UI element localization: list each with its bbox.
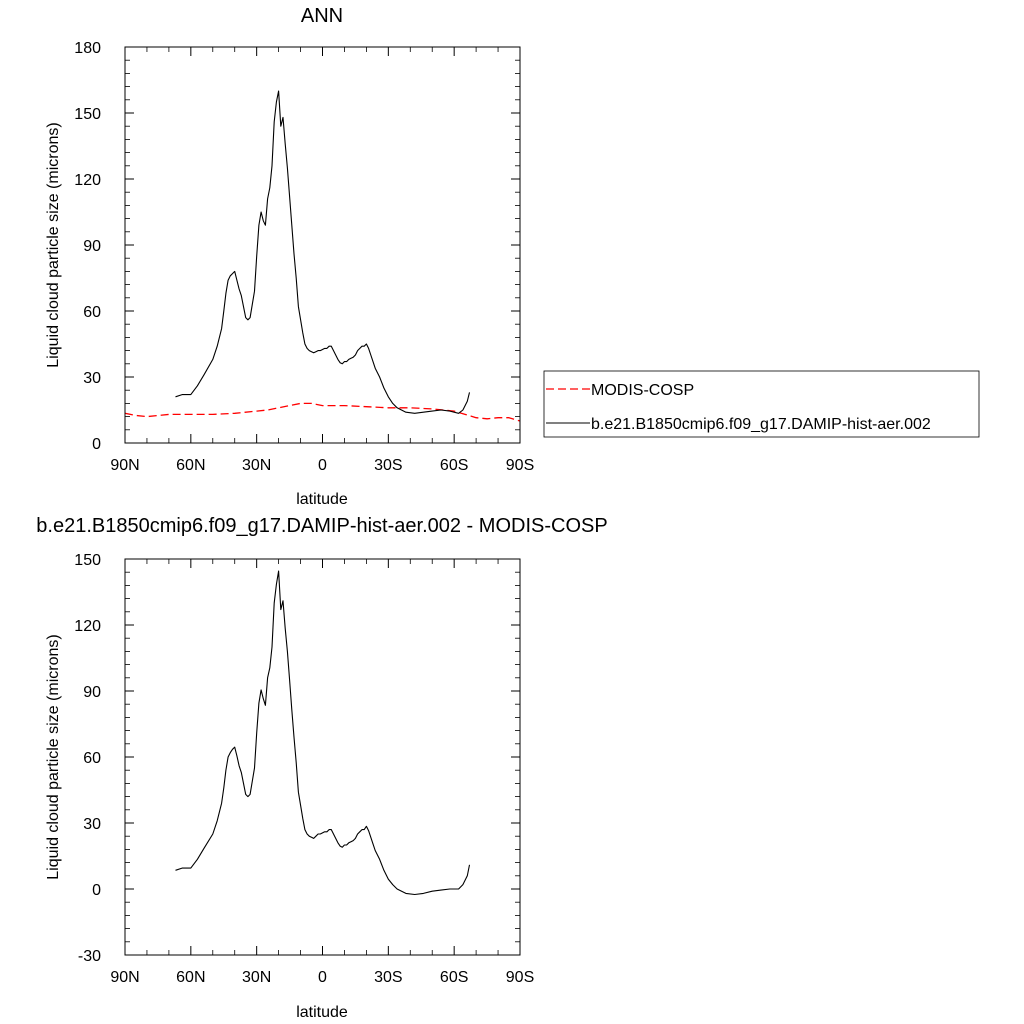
y-tick-label: 0 bbox=[92, 882, 101, 899]
y-tick-label: 60 bbox=[83, 750, 101, 767]
x-tick-label: 60N bbox=[176, 457, 205, 474]
plot-frame bbox=[124, 558, 521, 956]
x-tick-label: 30N bbox=[242, 969, 271, 986]
chart-difference: b.e21.B1850cmip6.f09_g17.DAMIP-hist-aer.… bbox=[36, 515, 607, 1021]
series-group bbox=[175, 570, 471, 896]
chart-title: ANN bbox=[301, 5, 343, 27]
x-tick-label: 0 bbox=[318, 457, 327, 474]
y-axis-label: Liquid cloud particle size (microns) bbox=[45, 122, 62, 367]
legend-label-model: b.e21.B1850cmip6.f09_g17.DAMIP-hist-aer.… bbox=[591, 416, 931, 433]
x-axis-label: latitude bbox=[296, 491, 348, 508]
x-tick-label: 60S bbox=[440, 969, 468, 986]
chart-ann: ANN 90N 60N 30N 0 30S 60S 90S0306090120150180 … bbox=[45, 5, 534, 508]
x-tick-label: 90N bbox=[110, 969, 139, 986]
y-tick-label: 90 bbox=[83, 684, 101, 701]
chart-title: b.e21.B1850cmip6.f09_g17.DAMIP-hist-aer.… bbox=[36, 515, 607, 537]
axis-ticks bbox=[124, 46, 521, 444]
y-axis-label: Liquid cloud particle size (microns) bbox=[45, 634, 62, 879]
y-tick-label: 30 bbox=[83, 816, 101, 833]
y-tick-label: 120 bbox=[74, 618, 101, 635]
y-tick-label: 60 bbox=[83, 304, 101, 321]
x-tick-label: 60S bbox=[440, 457, 468, 474]
legend-label-modis: MODIS-COSP bbox=[591, 382, 694, 399]
legend-box bbox=[543, 370, 980, 438]
x-tick-label: 30S bbox=[374, 457, 402, 474]
plot-frame bbox=[124, 46, 521, 444]
x-tick-label: 90N bbox=[110, 457, 139, 474]
x-tick-label: 60N bbox=[176, 969, 205, 986]
y-tick-label: 180 bbox=[74, 40, 101, 57]
x-tick-label: 90S bbox=[506, 969, 534, 986]
y-tick-label: 0 bbox=[92, 436, 101, 453]
tick-labels: 90N 60N 30N 0 30S 60S 90S -30 0 30 60 90 120 150 bbox=[74, 552, 534, 986]
axis-ticks bbox=[124, 558, 521, 956]
x-axis-label: latitude bbox=[296, 1004, 348, 1021]
series-group bbox=[124, 90, 521, 422]
y-tick-label: 30 bbox=[83, 370, 101, 387]
x-tick-label: 30S bbox=[374, 969, 402, 986]
x-tick-label: 90S bbox=[506, 457, 534, 474]
y-tick-label: 120 bbox=[74, 172, 101, 189]
y-tick-label: 150 bbox=[74, 552, 101, 569]
x-tick-label: 0 bbox=[318, 969, 327, 986]
y-tick-label: 150 bbox=[74, 106, 101, 123]
x-tick-label: 30N bbox=[242, 457, 271, 474]
series-line-b-e21-b1850cmip6-f09-g17-damip-hist-aer-002 bbox=[175, 90, 471, 414]
y-tick-label: 90 bbox=[83, 238, 101, 255]
tick-labels: 90N 60N 30N 0 30S 60S 90S 0 30 60 90 120 150 180 bbox=[74, 40, 534, 474]
y-tick-label: -30 bbox=[78, 948, 101, 965]
legend: MODIS-COSP b.e21.B1850cmip6.f09_g17.DAMI… bbox=[543, 370, 980, 438]
series-line-difference bbox=[175, 570, 471, 896]
series-line-modis-cosp bbox=[124, 402, 521, 422]
